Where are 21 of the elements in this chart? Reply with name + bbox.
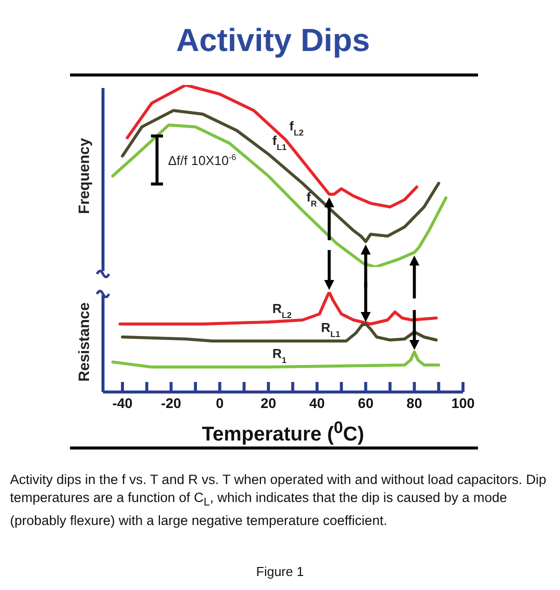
series-label: R$_{L1}$ (320, 320, 341, 339)
annotation: Δf/f 10X10$^{-6}$ (168, 152, 237, 168)
series-label: f$_{L2}$ (289, 118, 304, 138)
y-axis-title: Frequency (75, 137, 94, 216)
y-axis-title: Resistance (75, 301, 94, 384)
x-tick-label: 0 (216, 395, 224, 411)
series-label: R$_{1}$ (272, 346, 287, 365)
chart-title: Activity Dips (175, 22, 371, 59)
x-tick-label: 20 (260, 395, 276, 411)
x-tick-label: 60 (358, 395, 374, 411)
series-label: f$_{R}$ (306, 190, 317, 209)
x-tick-label: -20 (160, 395, 182, 411)
series-label: f$_{L1}$ (272, 133, 287, 152)
series-label: R$_{L2}$ (272, 301, 292, 320)
x-axis-title: Temperature ($^{0}$C) (200, 418, 366, 447)
text: Activity dips in the f vs. T and R vs. T when operated with and without load capacitors. Dip temperatures are a function of C$_{L}$, which indicates that the dip is caused by a mode (probably flexure) with a large negative temperature coefficient. (10, 471, 548, 530)
x-tick-label: 100 (451, 395, 475, 411)
caption: Figure 1 (255, 564, 305, 579)
x-tick-label: -40 (112, 395, 133, 411)
x-tick-label: 40 (309, 395, 326, 411)
x-tick-label: 80 (406, 395, 422, 411)
